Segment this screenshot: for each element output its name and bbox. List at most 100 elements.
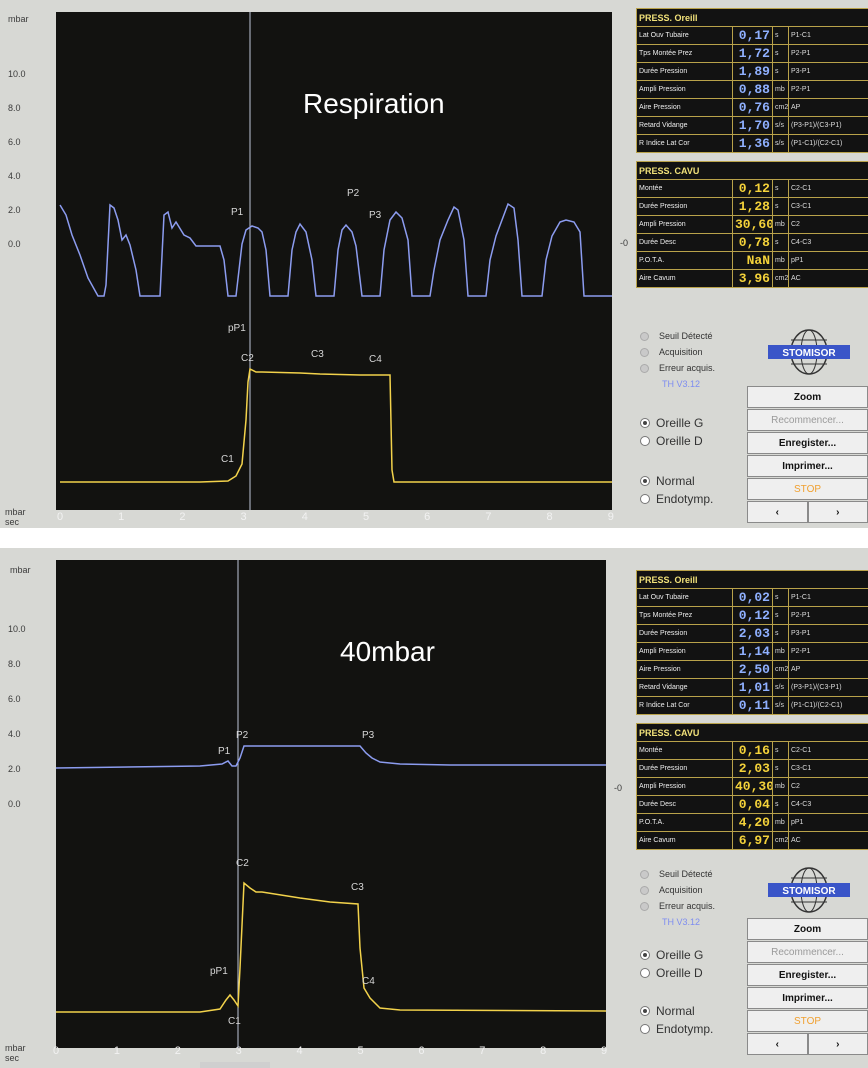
ear-right-radio[interactable] <box>640 436 650 446</box>
table-row: Montée 0,16 s C2-C1 <box>636 741 868 760</box>
cell-value: 3,96 <box>732 269 773 288</box>
cell-code: P2-P1 <box>787 642 868 661</box>
table-row: Lat Ouv Tubaire 0,17 s P1-C1 <box>636 26 868 45</box>
cell-label: Durée Desc <box>636 795 733 814</box>
label-c1: C1 <box>221 454 234 465</box>
cell-code: C3-C1 <box>787 759 868 778</box>
restart-button[interactable]: Recommencer... <box>747 941 868 963</box>
action-buttons: Zoom Recommencer... Enregister... Imprim… <box>747 918 868 1056</box>
table-row: Tps Montée Prez 0,12 s P2-P1 <box>636 606 868 625</box>
stop-button[interactable]: STOP <box>747 478 868 500</box>
pressure-chart-svg: mbar 10.0 8.0 6.0 4.0 2.0 0.0 mbar sec 0 1 2 3 4 5… <box>5 12 628 527</box>
prev-button[interactable]: ‹ <box>747 1033 808 1055</box>
mode-normal-radio[interactable] <box>640 476 650 486</box>
cell-unit: s <box>772 759 789 778</box>
mode-normal-radio[interactable] <box>640 1006 650 1016</box>
cell-value: 2,03 <box>732 624 773 643</box>
print-button[interactable]: Imprimer... <box>747 987 868 1009</box>
label-c2: C2 <box>241 353 254 364</box>
mode-selector: Normal Endotymp. <box>640 1002 713 1038</box>
mode-endo-option[interactable]: Endotymp. <box>640 1020 713 1038</box>
table-row: Retard Vidange 1,01 s/s (P3-P1)/(C3-P1) <box>636 678 868 697</box>
measurement-panel-40mbar: mbar 10.0 8.0 6.0 4.0 2.0 0.0 mbar sec 0 1 2 3 4 5… <box>0 548 868 1068</box>
zoom-button[interactable]: Zoom <box>747 386 868 408</box>
table-row: Ampli Pression 1,14 mb P2-P1 <box>636 642 868 661</box>
overlay-label: Respiration <box>303 88 445 119</box>
ear-left-option[interactable]: Oreille G <box>640 946 703 964</box>
table-row: Montée 0,12 s C2-C1 <box>636 179 868 198</box>
ear-right-option[interactable]: Oreille D <box>640 432 703 450</box>
cell-label: Aire Cavum <box>636 269 733 288</box>
label-p3: P3 <box>369 210 382 221</box>
y-tick-label: 10.0 <box>8 624 26 634</box>
cell-label: Retard Vidange <box>636 678 733 697</box>
cell-unit: s <box>772 606 789 625</box>
label-p1: P1 <box>231 207 244 218</box>
cell-label: P.O.T.A. <box>636 813 733 832</box>
cavum-pressure-table: PRESS. CAVU Montée 0,12 s C2-C1 Durée Pressi… <box>635 161 868 288</box>
next-button[interactable]: › <box>807 1033 868 1055</box>
x-tick-label: 4 <box>302 511 308 523</box>
cell-label: R Indice Lat Cor <box>636 134 733 153</box>
x-tick-label: 3 <box>241 511 247 523</box>
mode-normal-option[interactable]: Normal <box>640 1002 713 1020</box>
prev-button[interactable]: ‹ <box>747 501 808 523</box>
restart-button[interactable]: Recommencer... <box>747 409 868 431</box>
results-panel: PRESS. Oreill Lat Ouv Tubaire 0,02 s P1-C1 T… <box>635 570 868 850</box>
cell-label: Ampli Pression <box>636 80 733 99</box>
cell-unit: s <box>772 795 789 814</box>
save-button[interactable]: Enregister... <box>747 964 868 986</box>
ear-table-header: PRESS. Oreill <box>635 8 868 27</box>
table-row: Aire Cavum 6,97 cm2 AC <box>636 831 868 850</box>
save-button[interactable]: Enregister... <box>747 432 868 454</box>
cell-unit: s/s <box>772 678 789 697</box>
cell-label: Retard Vidange <box>636 116 733 135</box>
cell-unit: cm2 <box>772 660 789 679</box>
ear-left-radio[interactable] <box>640 418 650 428</box>
stop-button[interactable]: STOP <box>747 1010 868 1032</box>
y-tick-label: 2.0 <box>8 764 21 774</box>
cell-label: P.O.T.A. <box>636 251 733 270</box>
cell-unit: s <box>772 624 789 643</box>
cavum-table-header: PRESS. CAVU <box>635 161 868 180</box>
cell-value: 6,97 <box>732 831 773 850</box>
ear-right-option[interactable]: Oreille D <box>640 964 703 982</box>
cell-code: pP1 <box>787 813 868 832</box>
ear-left-radio[interactable] <box>640 950 650 960</box>
mode-normal-option[interactable]: Normal <box>640 472 713 490</box>
cell-value: 0,16 <box>732 741 773 760</box>
x-axis-unit-top: mbar <box>5 507 26 517</box>
cell-value: 0,17 <box>732 26 773 45</box>
ear-right-radio[interactable] <box>640 968 650 978</box>
cell-unit: s <box>772 26 789 45</box>
table-row: Ampli Pression 30,60 mb C2 <box>636 215 868 234</box>
seuil-led <box>640 869 649 879</box>
cell-label: Durée Pression <box>636 197 733 216</box>
zoom-slider[interactable] <box>200 1062 270 1068</box>
x-tick-label: 5 <box>357 1045 363 1057</box>
cell-label: Ampli Pression <box>636 642 733 661</box>
table-row: Aire Cavum 3,96 cm2 AC <box>636 269 868 288</box>
cell-value: 0,04 <box>732 795 773 814</box>
cell-unit: mb <box>772 813 789 832</box>
print-button[interactable]: Imprimer... <box>747 455 868 477</box>
label-pp1: pP1 <box>210 966 228 977</box>
cell-value: 0,02 <box>732 588 773 607</box>
next-button[interactable]: › <box>807 501 868 523</box>
zoom-button[interactable]: Zoom <box>747 918 868 940</box>
mode-endo-radio[interactable] <box>640 494 650 504</box>
y-tick-label: 10.0 <box>8 69 26 79</box>
label-p1: P1 <box>218 746 231 757</box>
table-row: Lat Ouv Tubaire 0,02 s P1-C1 <box>636 588 868 607</box>
label-c1: C1 <box>228 1016 241 1027</box>
y-ticks: 10.0 8.0 6.0 4.0 2.0 0.0 <box>8 624 26 809</box>
cell-code: AP <box>787 660 868 679</box>
mode-endo-radio[interactable] <box>640 1024 650 1034</box>
cell-unit: s <box>772 179 789 198</box>
ear-left-option[interactable]: Oreille G <box>640 414 703 432</box>
mode-endo-option[interactable]: Endotymp. <box>640 490 713 508</box>
x-tick-label: 8 <box>540 1045 546 1057</box>
y-tick-label: 6.0 <box>8 694 21 704</box>
cell-unit: s <box>772 44 789 63</box>
cell-value: 1,36 <box>732 134 773 153</box>
